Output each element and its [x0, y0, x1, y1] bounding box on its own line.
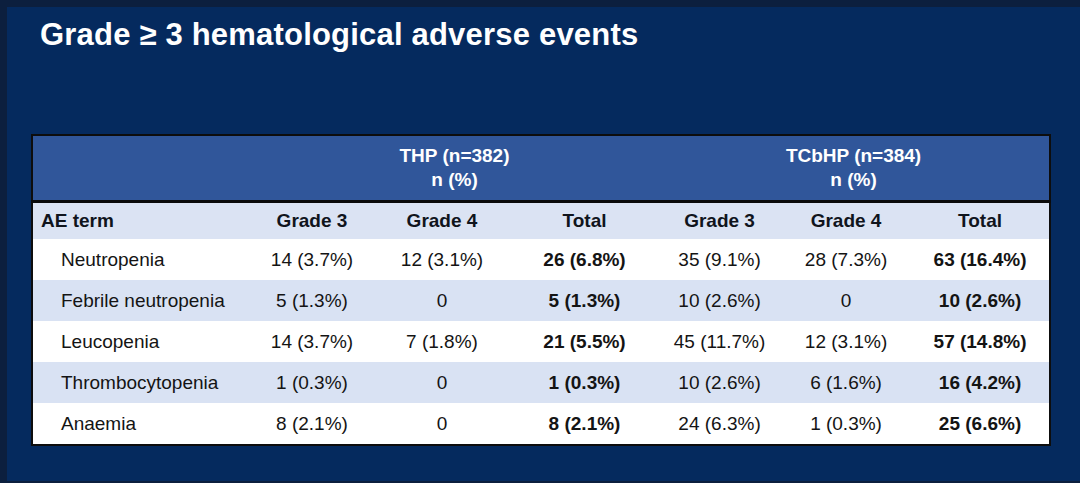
column-header-tcbhp-total: Total	[911, 202, 1050, 240]
group-header-spacer	[32, 135, 251, 202]
value-cell: 12 (3.1%)	[781, 321, 911, 362]
total-cell: 5 (1.3%)	[511, 280, 658, 321]
total-cell: 21 (5.5%)	[511, 321, 658, 362]
value-cell: 24 (6.3%)	[658, 403, 781, 445]
slide-background: Grade ≥ 3 hematological adverse events T…	[7, 7, 1080, 481]
column-header-ae-term: AE term	[32, 202, 251, 240]
total-cell: 26 (6.8%)	[511, 239, 658, 280]
value-cell: 10 (2.6%)	[658, 280, 781, 321]
column-header-thp-grade3: Grade 3	[251, 202, 373, 240]
column-header-row: AE term Grade 3 Grade 4 Total Grade 3 Gr…	[32, 202, 1050, 240]
total-cell: 16 (4.2%)	[911, 362, 1050, 403]
column-header-thp-total: Total	[511, 202, 658, 240]
value-cell: 14 (3.7%)	[251, 321, 373, 362]
value-cell: 1 (0.3%)	[251, 362, 373, 403]
value-cell: 12 (3.1%)	[373, 239, 511, 280]
total-cell: 25 (6.6%)	[911, 403, 1050, 445]
value-cell: 0	[373, 362, 511, 403]
value-cell: 28 (7.3%)	[781, 239, 911, 280]
group-header-thp: THP (n=382) n (%)	[251, 135, 658, 202]
ae-term-cell: Anaemia	[32, 403, 251, 445]
adverse-events-table: THP (n=382) n (%) TCbHP (n=384) n (%) AE…	[31, 134, 1051, 446]
value-cell: 1 (0.3%)	[781, 403, 911, 445]
value-cell: 0	[373, 280, 511, 321]
total-cell: 63 (16.4%)	[911, 239, 1050, 280]
group-header-thp-sublabel: n (%)	[251, 168, 658, 192]
ae-term-cell: Leucopenia	[32, 321, 251, 362]
slide-title: Grade ≥ 3 hematological adverse events	[40, 17, 638, 53]
value-cell: 0	[781, 280, 911, 321]
column-header-thp-grade4: Grade 4	[373, 202, 511, 240]
value-cell: 8 (2.1%)	[251, 403, 373, 445]
group-header-thp-label: THP (n=382)	[251, 144, 658, 168]
value-cell: 14 (3.7%)	[251, 239, 373, 280]
group-header-tcbhp-label: TCbHP (n=384)	[658, 144, 1049, 168]
value-cell: 5 (1.3%)	[251, 280, 373, 321]
table-row-febrile-neutropenia: Febrile neutropenia 5 (1.3%) 0 5 (1.3%) …	[32, 280, 1050, 321]
value-cell: 10 (2.6%)	[658, 362, 781, 403]
ae-term-cell: Febrile neutropenia	[32, 280, 251, 321]
value-cell: 0	[373, 403, 511, 445]
total-cell: 10 (2.6%)	[911, 280, 1050, 321]
value-cell: 35 (9.1%)	[658, 239, 781, 280]
column-header-tcbhp-grade4: Grade 4	[781, 202, 911, 240]
column-header-tcbhp-grade3: Grade 3	[658, 202, 781, 240]
table-row-neutropenia: Neutropenia 14 (3.7%) 12 (3.1%) 26 (6.8%…	[32, 239, 1050, 280]
value-cell: 7 (1.8%)	[373, 321, 511, 362]
table-row-anaemia: Anaemia 8 (2.1%) 0 8 (2.1%) 24 (6.3%) 1 …	[32, 403, 1050, 445]
ae-term-cell: Thrombocytopenia	[32, 362, 251, 403]
total-cell: 57 (14.8%)	[911, 321, 1050, 362]
group-header-tcbhp-sublabel: n (%)	[658, 168, 1049, 192]
table-row-leucopenia: Leucopenia 14 (3.7%) 7 (1.8%) 21 (5.5%) …	[32, 321, 1050, 362]
total-cell: 1 (0.3%)	[511, 362, 658, 403]
group-header-tcbhp: TCbHP (n=384) n (%)	[658, 135, 1050, 202]
total-cell: 8 (2.1%)	[511, 403, 658, 445]
value-cell: 45 (11.7%)	[658, 321, 781, 362]
group-header-row: THP (n=382) n (%) TCbHP (n=384) n (%)	[32, 135, 1050, 202]
ae-term-cell: Neutropenia	[32, 239, 251, 280]
value-cell: 6 (1.6%)	[781, 362, 911, 403]
table-row-thrombocytopenia: Thrombocytopenia 1 (0.3%) 0 1 (0.3%) 10 …	[32, 362, 1050, 403]
